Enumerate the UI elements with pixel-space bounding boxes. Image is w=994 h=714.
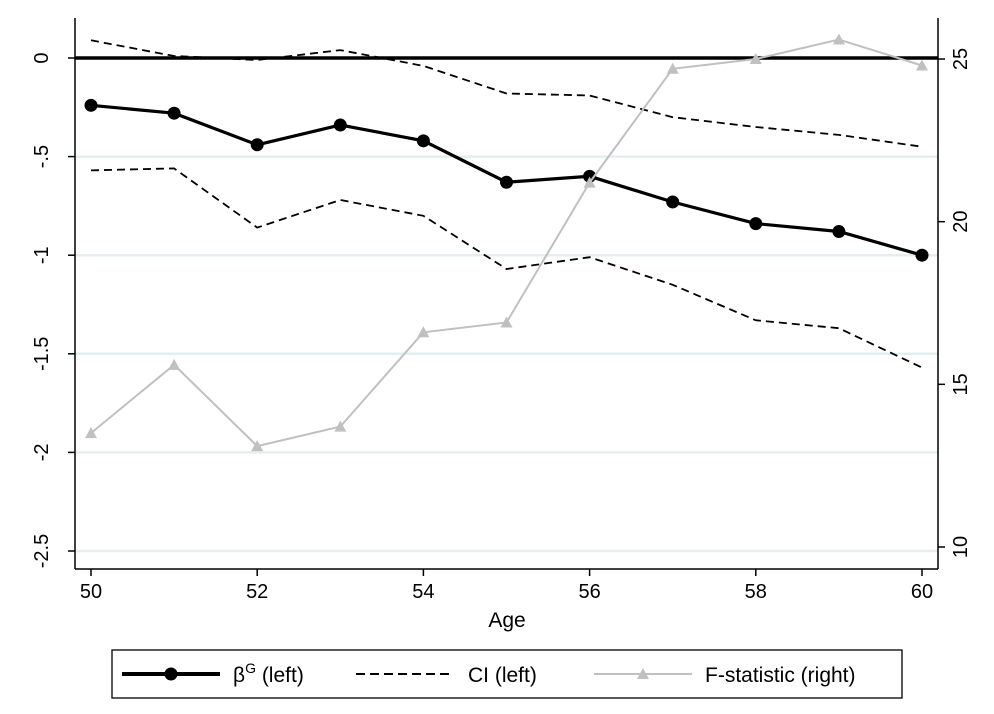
left-tick-label: -2.5	[31, 534, 53, 568]
data-point	[84, 98, 98, 112]
legend-label-2: F-statistic (right)	[705, 664, 856, 687]
right-tick-label: 25	[950, 48, 972, 70]
left-tick-label: -1.5	[31, 337, 53, 371]
legend-box	[111, 649, 903, 699]
data-point	[416, 134, 430, 148]
data-point	[251, 440, 264, 452]
legend: βG (left) CI (left) F-statistic (right)	[111, 649, 903, 699]
legend-marker	[164, 667, 178, 681]
data-point	[583, 176, 596, 188]
data-point	[334, 420, 347, 432]
data-point	[916, 59, 928, 71]
legend-marker	[637, 668, 649, 679]
data-point	[500, 175, 513, 189]
tick-labels: 0 -.5 -1 -1.5 -2 -2.5 10 15 20 25 50 52 54 56 58 60	[31, 48, 972, 603]
data-point	[250, 138, 264, 152]
axes	[68, 18, 945, 576]
left-tick-label: -1	[31, 246, 53, 264]
right-tick-label: 15	[950, 373, 972, 395]
data-point	[749, 217, 763, 231]
left-tick-label: -.5	[31, 145, 53, 168]
data-point	[832, 225, 846, 239]
x-tick-label: 52	[246, 581, 268, 603]
data-point	[749, 53, 762, 64]
x-axis-title: Age	[488, 609, 525, 632]
data-point	[417, 326, 430, 338]
data-point	[832, 33, 845, 45]
gridlines	[75, 18, 938, 569]
series-layer	[84, 33, 929, 452]
series-line-2	[90, 167, 923, 369]
left-tick-label: -2	[31, 444, 53, 462]
series-line-1	[90, 39, 923, 148]
data-point	[333, 118, 347, 132]
data-point	[666, 195, 680, 209]
data-point	[85, 427, 97, 439]
x-tick-label: 50	[80, 581, 102, 603]
data-point	[915, 248, 929, 262]
x-tick-label: 58	[745, 581, 767, 603]
left-tick-label: 0	[31, 52, 53, 63]
x-tick-label: 56	[578, 581, 600, 603]
x-tick-label: 54	[412, 581, 434, 603]
data-point	[500, 316, 513, 328]
right-tick-label: 20	[950, 211, 972, 233]
right-tick-label: 10	[950, 536, 972, 558]
data-point	[168, 358, 181, 370]
data-point	[167, 106, 181, 120]
x-tick-label: 60	[911, 581, 933, 603]
legend-label-0: βG (left)	[233, 660, 304, 687]
legend-label-1: CI (left)	[468, 664, 537, 687]
plot-area	[75, 18, 938, 569]
data-point	[666, 62, 679, 74]
